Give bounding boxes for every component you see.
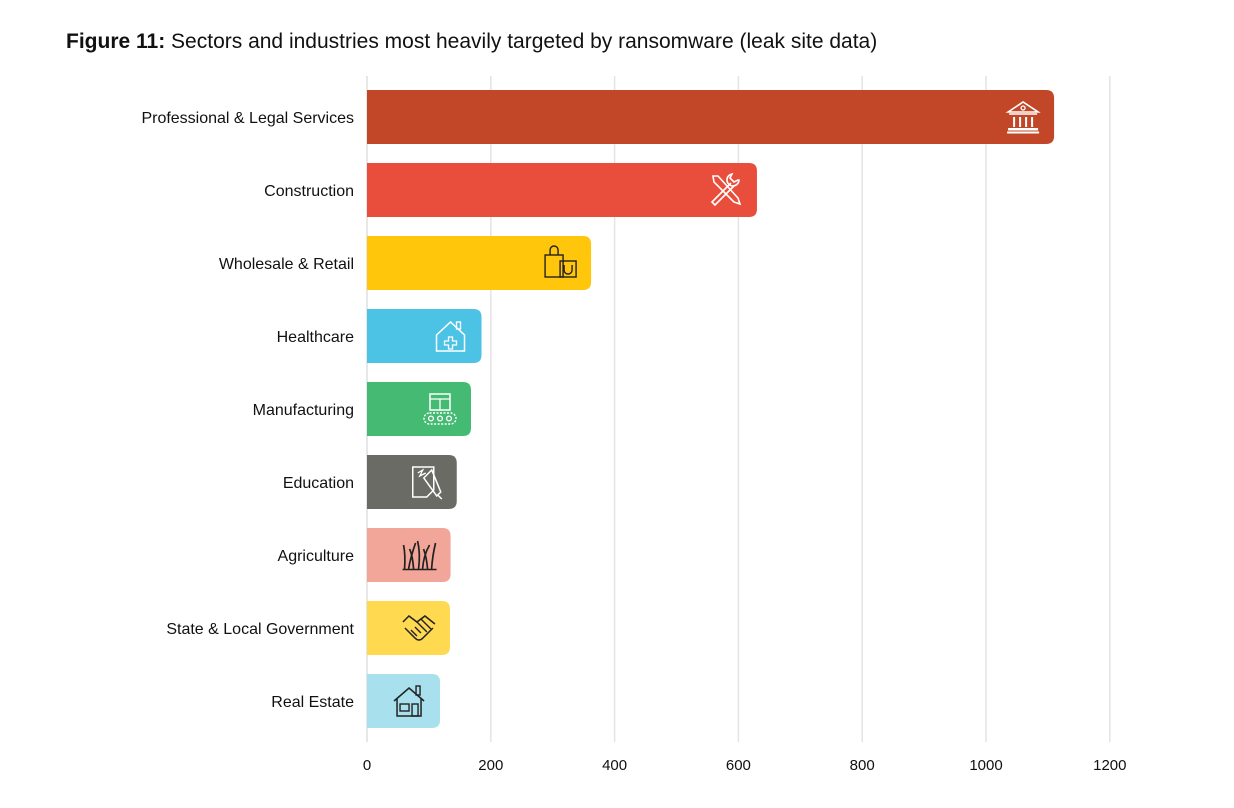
tick-labels: 0 200 400 600 800 1000 1200 <box>363 757 1127 774</box>
category-label: Education <box>283 475 354 492</box>
category-label: Construction <box>264 183 354 200</box>
handshake-icon <box>402 615 436 641</box>
bar-6 <box>367 455 457 509</box>
x-tick-label: 200 <box>478 757 503 774</box>
category-label: Professional & Legal Services <box>141 110 354 127</box>
house-icon <box>393 685 425 717</box>
x-tick-label: 0 <box>363 757 371 774</box>
x-tick-label: 800 <box>850 757 875 774</box>
tools-icon <box>710 172 742 207</box>
chart-title: Figure 11: Sectors and industries most h… <box>66 30 877 54</box>
x-tick-label: 600 <box>726 757 751 774</box>
category-label: Manufacturing <box>253 402 354 419</box>
medical-house-icon <box>435 320 466 352</box>
x-tick-label: 1000 <box>969 757 1002 774</box>
bar-8 <box>367 601 450 655</box>
bar-1 <box>367 90 1055 144</box>
document-pen-icon <box>412 466 443 500</box>
bar-icons <box>393 101 1041 717</box>
category-label: Wholesale & Retail <box>219 256 354 273</box>
conveyor-icon <box>423 393 457 425</box>
category-label: Agriculture <box>278 548 355 565</box>
x-tick-label: 1200 <box>1093 757 1126 774</box>
category-label: Real Estate <box>271 694 354 711</box>
x-tick-label: 400 <box>602 757 627 774</box>
bar-5 <box>367 382 471 436</box>
figure-caption: Sectors and industries most heavily targ… <box>171 30 878 53</box>
bar-2 <box>367 163 757 217</box>
figure-number: Figure 11: <box>66 30 166 53</box>
bar-3 <box>367 236 592 290</box>
shopping-bags-icon <box>544 245 577 278</box>
category-label: State & Local Government <box>166 621 354 638</box>
bar-9 <box>367 674 441 728</box>
category-label: Healthcare <box>277 329 354 346</box>
category-labels: Professional & Legal Services Constructio… <box>141 110 354 711</box>
bar-7 <box>367 528 451 582</box>
bars <box>367 90 1055 728</box>
grass-icon <box>402 540 437 571</box>
bank-icon <box>1005 101 1041 134</box>
